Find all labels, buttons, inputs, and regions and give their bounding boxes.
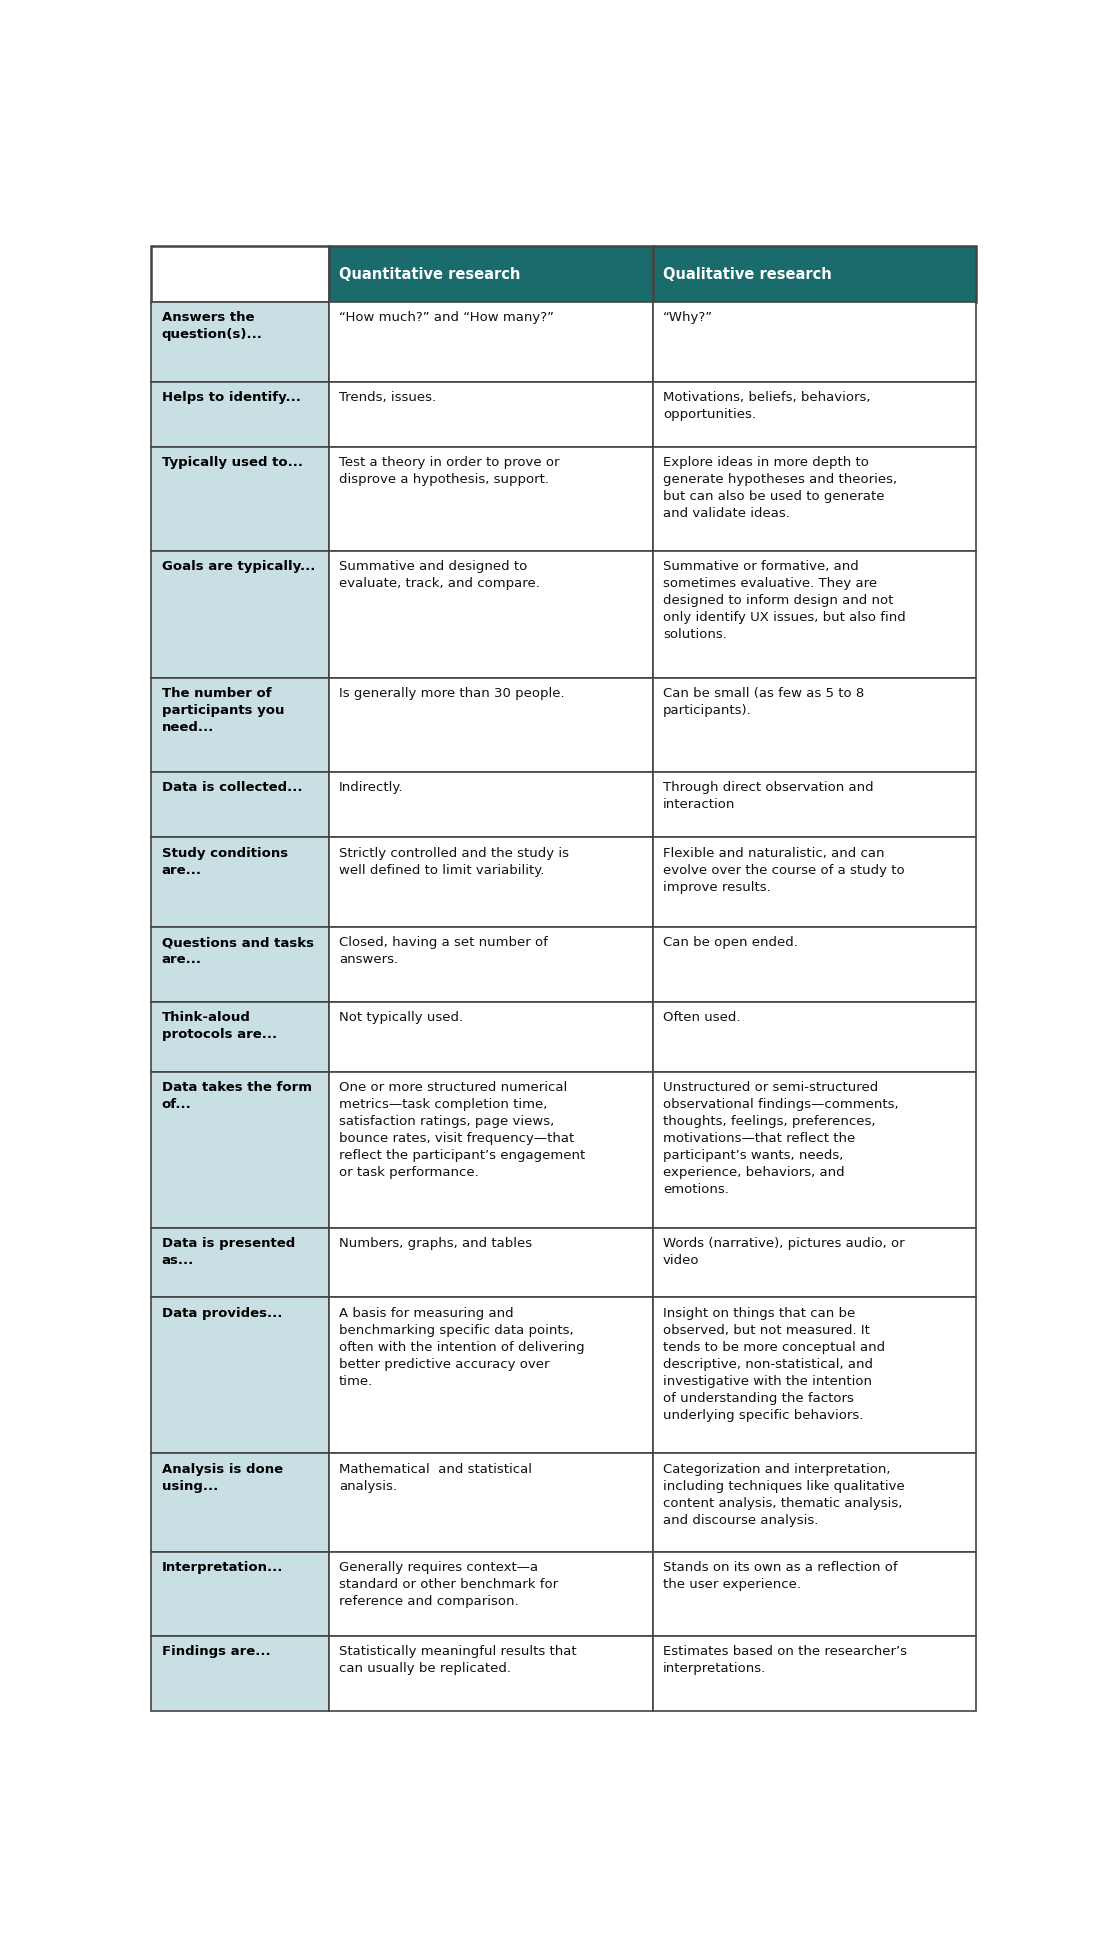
Bar bbox=[329, 1002, 652, 1072]
Bar bbox=[152, 448, 329, 550]
Bar bbox=[652, 1002, 976, 1072]
Text: Think-aloud
protocols are...: Think-aloud protocols are... bbox=[162, 1012, 277, 1041]
Bar bbox=[652, 1297, 976, 1454]
Bar bbox=[329, 1636, 652, 1711]
Bar bbox=[329, 1229, 652, 1297]
Bar bbox=[652, 771, 976, 837]
Text: Insight on things that can be
observed, but not measured. It
tends to be more co: Insight on things that can be observed, … bbox=[663, 1306, 886, 1421]
Text: Can be small (as few as 5 to 8
participants).: Can be small (as few as 5 to 8 participa… bbox=[663, 688, 865, 717]
Text: Data takes the form
of...: Data takes the form of... bbox=[162, 1081, 311, 1110]
Text: The number of
participants you
need...: The number of participants you need... bbox=[162, 688, 284, 735]
Text: Numbers, graphs, and tables: Numbers, graphs, and tables bbox=[339, 1236, 532, 1250]
Text: Often used.: Often used. bbox=[663, 1012, 740, 1025]
Bar bbox=[652, 550, 976, 678]
Bar bbox=[329, 771, 652, 837]
Bar bbox=[652, 837, 976, 926]
Text: Interpretation...: Interpretation... bbox=[162, 1562, 283, 1574]
Text: Explore ideas in more depth to
generate hypotheses and theories,
but can also be: Explore ideas in more depth to generate … bbox=[663, 455, 896, 519]
Text: A basis for measuring and
benchmarking specific data points,
often with the inte: A basis for measuring and benchmarking s… bbox=[339, 1306, 584, 1388]
Bar bbox=[652, 1636, 976, 1711]
Bar bbox=[329, 302, 652, 382]
Bar bbox=[152, 1229, 329, 1297]
Text: Questions and tasks
are...: Questions and tasks are... bbox=[162, 936, 314, 967]
Text: Generally requires context—a
standard or other benchmark for
reference and compa: Generally requires context—a standard or… bbox=[339, 1562, 558, 1609]
Bar bbox=[152, 837, 329, 926]
Bar bbox=[329, 550, 652, 678]
Text: Mathematical  and statistical
analysis.: Mathematical and statistical analysis. bbox=[339, 1463, 531, 1492]
Text: Answers the
question(s)...: Answers the question(s)... bbox=[162, 312, 263, 341]
Text: Closed, having a set number of
answers.: Closed, having a set number of answers. bbox=[339, 936, 548, 967]
Bar bbox=[152, 1002, 329, 1072]
Text: One or more structured numerical
metrics—task completion time,
satisfaction rati: One or more structured numerical metrics… bbox=[339, 1081, 585, 1178]
Text: Categorization and interpretation,
including techniques like qualitative
content: Categorization and interpretation, inclu… bbox=[663, 1463, 904, 1527]
Text: Unstructured or semi-structured
observational findings—comments,
thoughts, feeli: Unstructured or semi-structured observat… bbox=[663, 1081, 899, 1196]
Text: Trends, issues.: Trends, issues. bbox=[339, 391, 436, 403]
Text: Quantitative research: Quantitative research bbox=[339, 267, 520, 281]
Text: Words (narrative), pictures audio, or
video: Words (narrative), pictures audio, or vi… bbox=[663, 1236, 904, 1267]
Text: Summative or formative, and
sometimes evaluative. They are
designed to inform de: Summative or formative, and sometimes ev… bbox=[663, 560, 905, 641]
Text: Findings are...: Findings are... bbox=[162, 1645, 271, 1659]
Bar bbox=[152, 771, 329, 837]
Bar bbox=[152, 1072, 329, 1229]
Bar bbox=[329, 926, 652, 1002]
Bar bbox=[329, 382, 652, 448]
Bar bbox=[152, 678, 329, 771]
Bar bbox=[652, 246, 976, 302]
Text: Stands on its own as a reflection of
the user experience.: Stands on its own as a reflection of the… bbox=[663, 1562, 898, 1591]
Bar bbox=[652, 1454, 976, 1552]
Text: Summative and designed to
evaluate, track, and compare.: Summative and designed to evaluate, trac… bbox=[339, 560, 540, 589]
Bar bbox=[329, 1552, 652, 1636]
Bar bbox=[652, 302, 976, 382]
Bar bbox=[152, 246, 329, 302]
Bar bbox=[329, 1454, 652, 1552]
Text: Through direct observation and
interaction: Through direct observation and interacti… bbox=[663, 781, 873, 812]
Bar bbox=[652, 448, 976, 550]
Bar bbox=[152, 302, 329, 382]
Bar bbox=[652, 678, 976, 771]
Text: “How much?” and “How many?”: “How much?” and “How many?” bbox=[339, 312, 553, 324]
Bar bbox=[152, 1636, 329, 1711]
Bar bbox=[329, 448, 652, 550]
Text: Strictly controlled and the study is
well defined to limit variability.: Strictly controlled and the study is wel… bbox=[339, 847, 569, 876]
Text: Goals are typically...: Goals are typically... bbox=[162, 560, 315, 574]
Bar bbox=[152, 1297, 329, 1454]
Bar bbox=[329, 246, 652, 302]
Text: Is generally more than 30 people.: Is generally more than 30 people. bbox=[339, 688, 564, 700]
Text: Estimates based on the researcher’s
interpretations.: Estimates based on the researcher’s inte… bbox=[663, 1645, 906, 1674]
Text: Analysis is done
using...: Analysis is done using... bbox=[162, 1463, 283, 1492]
Text: Helps to identify...: Helps to identify... bbox=[162, 391, 300, 403]
Bar bbox=[152, 1454, 329, 1552]
Bar bbox=[652, 1229, 976, 1297]
Text: Statistically meaningful results that
can usually be replicated.: Statistically meaningful results that ca… bbox=[339, 1645, 576, 1674]
Bar bbox=[652, 382, 976, 448]
Bar bbox=[652, 1552, 976, 1636]
Bar bbox=[329, 837, 652, 926]
Text: Motivations, beliefs, behaviors,
opportunities.: Motivations, beliefs, behaviors, opportu… bbox=[663, 391, 870, 421]
Bar bbox=[152, 926, 329, 1002]
Bar bbox=[652, 926, 976, 1002]
Text: Data provides...: Data provides... bbox=[162, 1306, 282, 1320]
Bar bbox=[652, 1072, 976, 1229]
Text: Data is collected...: Data is collected... bbox=[162, 781, 302, 795]
Text: Typically used to...: Typically used to... bbox=[162, 455, 302, 469]
Bar bbox=[329, 1072, 652, 1229]
Text: Not typically used.: Not typically used. bbox=[339, 1012, 463, 1025]
Bar bbox=[152, 550, 329, 678]
Text: Indirectly.: Indirectly. bbox=[339, 781, 404, 795]
Bar bbox=[152, 1552, 329, 1636]
Text: Flexible and naturalistic, and can
evolve over the course of a study to
improve : Flexible and naturalistic, and can evolv… bbox=[663, 847, 904, 893]
Text: Data is presented
as...: Data is presented as... bbox=[162, 1236, 295, 1267]
Bar bbox=[329, 1297, 652, 1454]
Text: Study conditions
are...: Study conditions are... bbox=[162, 847, 287, 876]
Bar bbox=[152, 382, 329, 448]
Text: Qualitative research: Qualitative research bbox=[663, 267, 832, 281]
Text: Can be open ended.: Can be open ended. bbox=[663, 936, 798, 950]
Bar bbox=[329, 678, 652, 771]
Text: “Why?”: “Why?” bbox=[663, 312, 713, 324]
Text: Test a theory in order to prove or
disprove a hypothesis, support.: Test a theory in order to prove or dispr… bbox=[339, 455, 559, 486]
